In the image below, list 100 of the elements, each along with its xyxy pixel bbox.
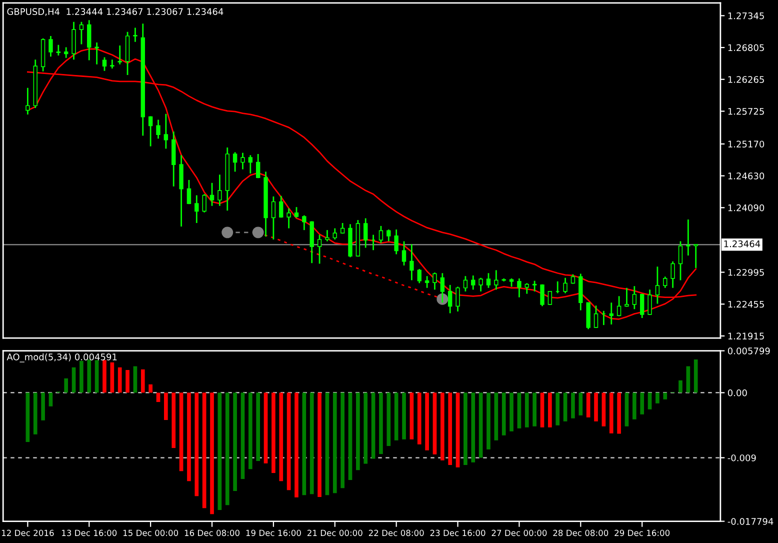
candlestick xyxy=(417,268,422,284)
bar xyxy=(364,392,368,464)
candlestick xyxy=(463,275,468,292)
bar xyxy=(524,392,529,428)
text: GBPUSD,H4 1.23444 1.23467 1.23067 1.23464 xyxy=(7,8,224,16)
candlestick xyxy=(148,116,153,148)
x-tick-label: 19 Dec 16:00 xyxy=(246,530,301,536)
bar xyxy=(394,392,398,440)
candlestick xyxy=(56,44,61,56)
bar xyxy=(64,378,68,393)
bar xyxy=(210,392,214,514)
bar xyxy=(325,392,330,496)
candlestick xyxy=(686,218,690,256)
y-tick-label: 1.25170 xyxy=(728,140,764,148)
x-tick-label: 13 Dec 16:00 xyxy=(62,530,117,536)
bar xyxy=(148,384,152,393)
bar xyxy=(332,392,337,494)
candlestick xyxy=(186,179,192,205)
bar xyxy=(80,360,84,393)
candlestick xyxy=(118,44,122,66)
candlestick xyxy=(594,304,598,329)
candlestick xyxy=(524,282,529,294)
candlestick xyxy=(133,27,138,43)
y-tick-label: 1.26805 xyxy=(728,44,764,52)
bar xyxy=(318,392,322,498)
candlestick xyxy=(364,218,368,248)
bar xyxy=(41,392,45,420)
bar xyxy=(402,392,406,440)
bar xyxy=(156,392,160,402)
candlestick xyxy=(332,228,337,240)
bar xyxy=(556,392,560,426)
bar xyxy=(410,392,414,440)
bar xyxy=(102,360,106,393)
x-tick-label: 21 Dec 00:00 xyxy=(307,530,362,536)
bar xyxy=(371,392,376,459)
bar xyxy=(448,392,452,466)
bar xyxy=(686,366,690,393)
candlestick xyxy=(694,244,698,269)
bar xyxy=(617,392,621,434)
bar xyxy=(133,366,138,393)
candlestick xyxy=(563,277,568,294)
candlestick xyxy=(294,206,299,218)
candlestick xyxy=(440,272,445,304)
candlestick xyxy=(256,153,260,179)
candlestick xyxy=(410,244,414,281)
candlestick xyxy=(110,58,114,70)
candlestick xyxy=(424,275,430,289)
candlestick xyxy=(402,240,406,266)
y-tick-label: 0.005799 xyxy=(728,348,770,354)
x-tick-label: 28 Dec 08:00 xyxy=(553,530,608,536)
y-tick-label: 1.25725 xyxy=(728,108,764,115)
y-tick-label: -0.009 xyxy=(728,454,756,462)
candlestick xyxy=(102,56,107,72)
bar xyxy=(240,392,245,480)
bar xyxy=(310,392,314,494)
candlestick xyxy=(478,277,483,292)
bar xyxy=(648,392,652,410)
bar xyxy=(517,392,522,428)
bar xyxy=(640,392,644,414)
bar xyxy=(571,392,575,418)
bar xyxy=(72,367,76,393)
candlestick xyxy=(432,272,437,290)
candlestick xyxy=(494,269,498,290)
bar xyxy=(578,392,583,416)
bar xyxy=(348,392,352,480)
bar xyxy=(194,392,199,496)
bar xyxy=(140,369,145,393)
candlestick xyxy=(64,46,68,59)
bar xyxy=(432,392,437,454)
candlestick xyxy=(386,228,391,242)
candlestick xyxy=(486,272,491,289)
bar xyxy=(609,392,614,434)
bar xyxy=(425,392,429,450)
bar xyxy=(233,392,237,492)
bar xyxy=(563,392,568,422)
bar xyxy=(656,392,660,404)
candlestick xyxy=(456,286,460,312)
candlestick xyxy=(632,285,637,310)
candlestick xyxy=(378,225,384,244)
candlestick xyxy=(279,195,284,218)
bar xyxy=(218,392,222,510)
candlestick xyxy=(156,119,160,140)
bar xyxy=(110,362,114,393)
bar xyxy=(494,392,498,440)
candlestick xyxy=(302,214,306,231)
bar xyxy=(486,392,490,450)
candlestick xyxy=(202,193,206,214)
x-tick-label: 23 Dec 16:00 xyxy=(430,530,486,536)
candlestick xyxy=(540,284,544,307)
candlestick xyxy=(210,182,214,207)
x-tick-label: 12 Dec 2016 xyxy=(2,530,54,536)
candlestick xyxy=(26,87,30,116)
y-tick-label: 1.22455 xyxy=(728,300,764,308)
bar xyxy=(94,360,99,393)
candlestick xyxy=(240,152,245,170)
bar xyxy=(256,392,260,462)
candlestick xyxy=(48,35,53,58)
bar xyxy=(548,392,552,428)
bar xyxy=(26,392,30,442)
bar xyxy=(502,392,506,436)
